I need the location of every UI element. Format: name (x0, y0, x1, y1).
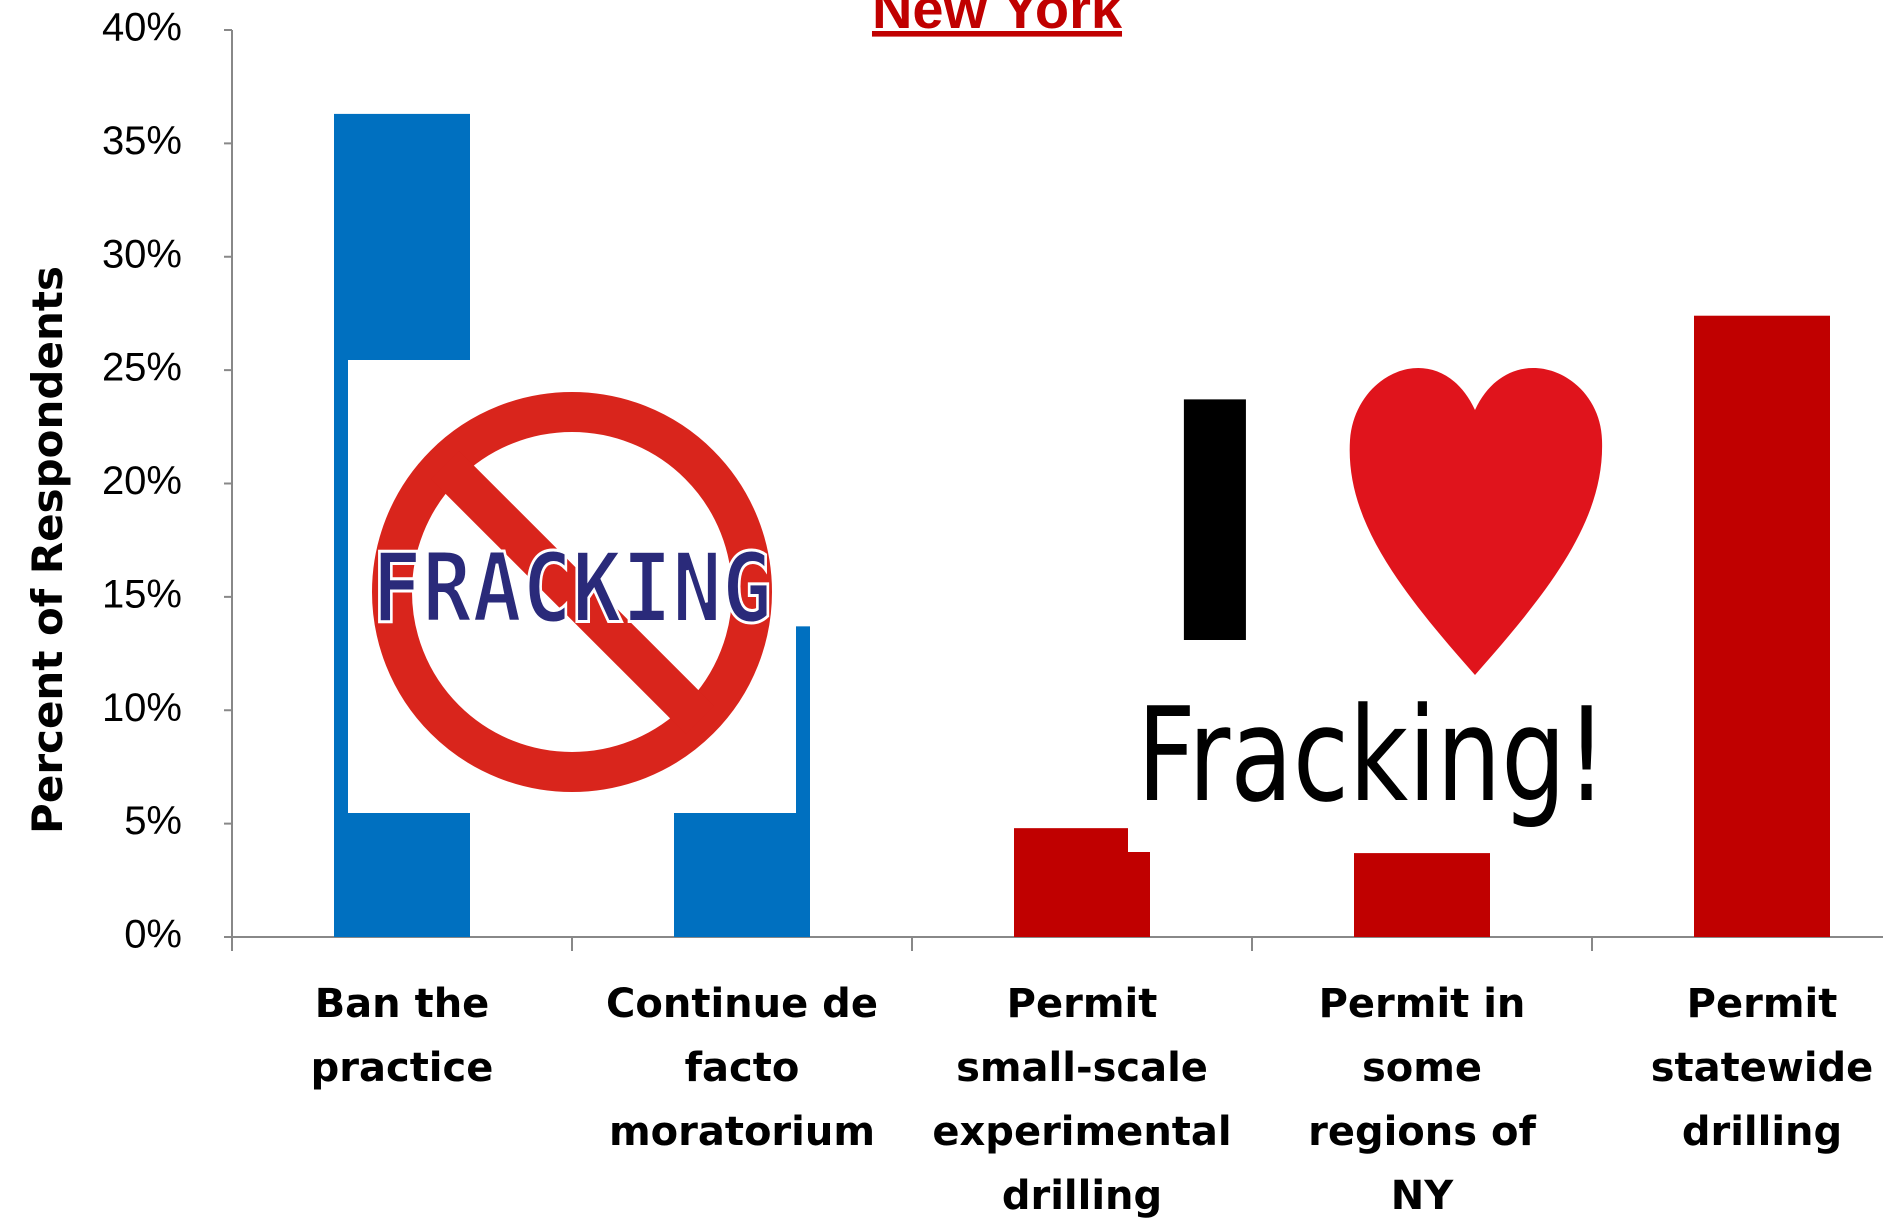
x-tick-label: Permit in some regions of NY (1308, 981, 1536, 1219)
chart-title: New York (872, 0, 1123, 40)
love-fracking-image: I Fracking! (1128, 318, 1620, 852)
no-fracking-image: FRACKING (348, 360, 796, 813)
x-tick-label: Permit small-scale experimental drilling (932, 981, 1232, 1219)
x-tick-label: Ban the practice (310, 981, 494, 1091)
y-tick-label: 25% (102, 346, 182, 390)
annotation: Fracking! (1137, 679, 1607, 831)
annotation: FRACKING (372, 532, 772, 644)
y-axis-label: Percent of Respondents (23, 266, 72, 834)
bar (1014, 828, 1150, 937)
annotation: I (1154, 334, 1277, 718)
bar (1694, 315, 1830, 938)
x-tick-label: Continue de facto moratorium (606, 981, 878, 1155)
y-tick-label: 10% (102, 686, 182, 730)
y-tick-label: 15% (102, 572, 182, 616)
y-tick-label: 20% (102, 459, 182, 503)
y-tick-label: 0% (124, 913, 182, 957)
y-tick-label: 30% (102, 232, 182, 276)
x-tick-label: Permit statewide drilling (1650, 981, 1874, 1155)
y-tick-label: 5% (124, 799, 182, 843)
y-tick-label: 35% (102, 119, 182, 163)
y-tick-label: 40% (102, 6, 182, 50)
bar (1354, 853, 1490, 937)
